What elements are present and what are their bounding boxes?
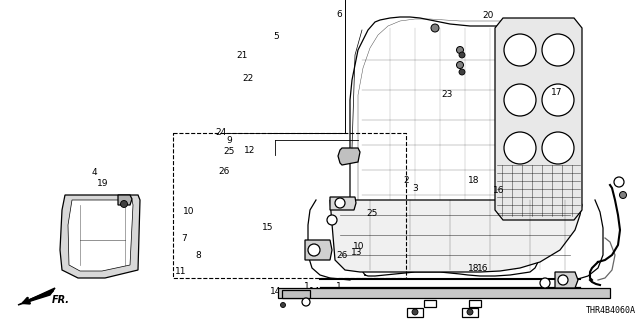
Circle shape	[335, 198, 345, 208]
Polygon shape	[330, 197, 356, 210]
Circle shape	[504, 132, 536, 164]
Polygon shape	[118, 195, 132, 205]
Text: 10: 10	[353, 242, 364, 251]
Text: 23: 23	[441, 90, 452, 99]
Circle shape	[542, 34, 574, 66]
Text: 17: 17	[551, 88, 563, 97]
Text: 11: 11	[175, 268, 186, 276]
Text: 6: 6	[337, 10, 342, 19]
Circle shape	[459, 69, 465, 75]
Polygon shape	[278, 288, 610, 298]
Text: 24: 24	[215, 128, 227, 137]
Circle shape	[614, 177, 624, 187]
Bar	[424, 300, 436, 307]
Circle shape	[456, 61, 463, 68]
Text: 25: 25	[367, 209, 378, 218]
Circle shape	[504, 34, 536, 66]
Text: 3: 3	[412, 184, 417, 193]
Text: 13: 13	[351, 248, 363, 257]
Polygon shape	[60, 195, 140, 278]
Text: 12: 12	[244, 146, 255, 155]
Text: 20: 20	[482, 12, 493, 20]
Polygon shape	[68, 200, 133, 271]
Text: 19: 19	[97, 180, 108, 188]
Text: 18: 18	[468, 176, 479, 185]
Text: 16: 16	[493, 186, 505, 195]
Text: THR4B4060A: THR4B4060A	[586, 306, 636, 315]
Text: 22: 22	[243, 74, 254, 83]
Text: 2: 2	[404, 176, 409, 185]
Circle shape	[308, 244, 320, 256]
Bar	[462, 308, 478, 317]
Text: 21: 21	[236, 51, 248, 60]
Circle shape	[504, 84, 536, 116]
Circle shape	[431, 24, 439, 32]
Circle shape	[459, 52, 465, 58]
Circle shape	[467, 309, 473, 315]
Circle shape	[302, 298, 310, 306]
Circle shape	[120, 201, 127, 207]
Text: 9: 9	[227, 136, 232, 145]
Text: 14: 14	[269, 287, 281, 296]
Circle shape	[620, 191, 627, 198]
Text: 18: 18	[468, 264, 479, 273]
Circle shape	[456, 46, 463, 53]
Circle shape	[542, 84, 574, 116]
Polygon shape	[18, 288, 55, 305]
Circle shape	[412, 309, 418, 315]
Text: 8: 8	[196, 252, 201, 260]
Text: 4: 4	[92, 168, 97, 177]
Text: FR.: FR.	[52, 295, 70, 305]
Circle shape	[280, 302, 285, 308]
Polygon shape	[338, 148, 360, 165]
Circle shape	[558, 275, 568, 285]
Polygon shape	[555, 272, 578, 288]
Polygon shape	[330, 200, 582, 272]
Text: 26: 26	[337, 252, 348, 260]
Text: 1: 1	[337, 282, 342, 291]
Text: 16: 16	[477, 264, 489, 273]
Text: 7: 7	[182, 234, 187, 243]
Circle shape	[327, 215, 337, 225]
Text: 1: 1	[305, 282, 310, 291]
Text: 25: 25	[223, 147, 235, 156]
Circle shape	[540, 278, 550, 288]
Polygon shape	[495, 18, 582, 220]
Text: 14: 14	[309, 287, 321, 296]
Bar	[407, 308, 423, 317]
Text: 10: 10	[183, 207, 195, 216]
Text: 5: 5	[274, 32, 279, 41]
Text: 15: 15	[262, 223, 273, 232]
Bar	[173, 133, 406, 278]
Bar	[469, 300, 481, 307]
Bar	[282, 290, 310, 298]
Text: 26: 26	[218, 167, 230, 176]
Circle shape	[542, 132, 574, 164]
Polygon shape	[305, 240, 332, 260]
